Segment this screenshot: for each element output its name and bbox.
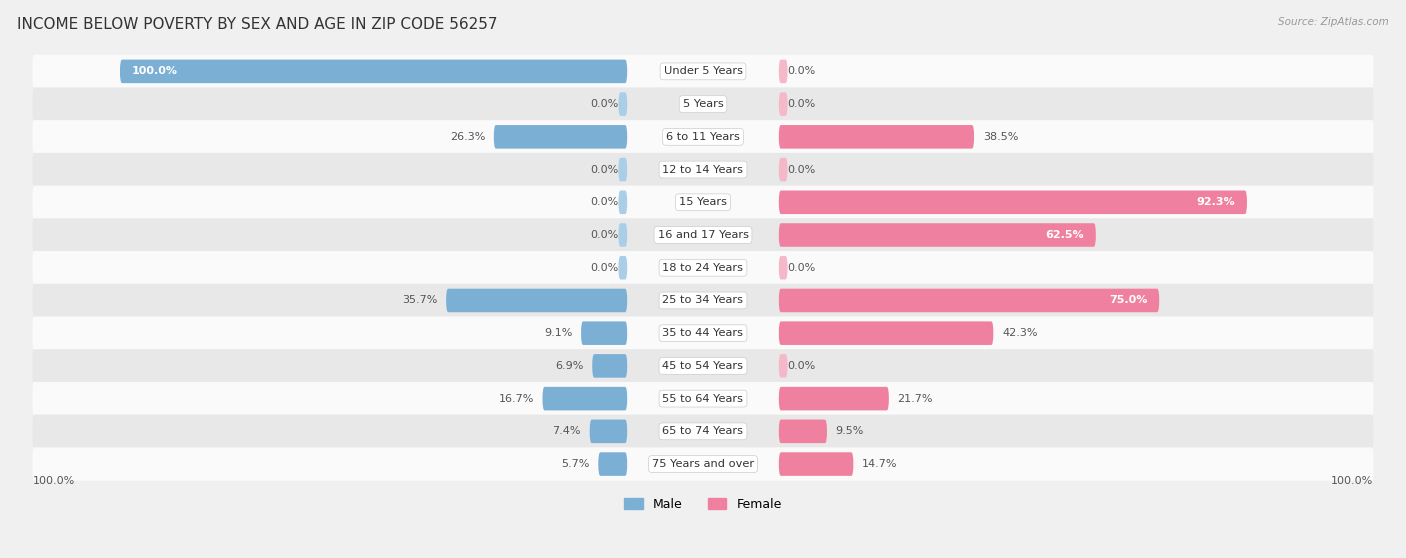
- FancyBboxPatch shape: [779, 256, 787, 280]
- Text: 14.7%: 14.7%: [862, 459, 897, 469]
- Text: 0.0%: 0.0%: [787, 66, 815, 76]
- FancyBboxPatch shape: [619, 256, 627, 280]
- Text: 15 Years: 15 Years: [679, 198, 727, 207]
- FancyBboxPatch shape: [779, 92, 787, 116]
- Text: 100.0%: 100.0%: [32, 477, 75, 487]
- Text: 16.7%: 16.7%: [498, 393, 534, 403]
- FancyBboxPatch shape: [619, 92, 627, 116]
- Text: 62.5%: 62.5%: [1046, 230, 1084, 240]
- Text: 0.0%: 0.0%: [591, 198, 619, 207]
- Text: 7.4%: 7.4%: [553, 426, 581, 436]
- FancyBboxPatch shape: [446, 288, 627, 312]
- FancyBboxPatch shape: [32, 153, 1374, 186]
- FancyBboxPatch shape: [589, 420, 627, 443]
- Text: 5.7%: 5.7%: [561, 459, 589, 469]
- Text: 0.0%: 0.0%: [591, 165, 619, 175]
- FancyBboxPatch shape: [32, 316, 1374, 350]
- FancyBboxPatch shape: [32, 382, 1374, 415]
- Text: Under 5 Years: Under 5 Years: [664, 66, 742, 76]
- Text: 55 to 64 Years: 55 to 64 Years: [662, 393, 744, 403]
- FancyBboxPatch shape: [779, 420, 827, 443]
- Text: 45 to 54 Years: 45 to 54 Years: [662, 361, 744, 371]
- Text: 100.0%: 100.0%: [132, 66, 177, 76]
- Text: INCOME BELOW POVERTY BY SEX AND AGE IN ZIP CODE 56257: INCOME BELOW POVERTY BY SEX AND AGE IN Z…: [17, 17, 498, 32]
- Text: 5 Years: 5 Years: [683, 99, 723, 109]
- Text: 75.0%: 75.0%: [1109, 295, 1147, 305]
- FancyBboxPatch shape: [619, 223, 627, 247]
- Text: 25 to 34 Years: 25 to 34 Years: [662, 295, 744, 305]
- Text: 0.0%: 0.0%: [591, 230, 619, 240]
- Text: 12 to 14 Years: 12 to 14 Years: [662, 165, 744, 175]
- Text: 65 to 74 Years: 65 to 74 Years: [662, 426, 744, 436]
- Text: 16 and 17 Years: 16 and 17 Years: [658, 230, 748, 240]
- Text: 6.9%: 6.9%: [555, 361, 583, 371]
- Text: 26.3%: 26.3%: [450, 132, 485, 142]
- FancyBboxPatch shape: [592, 354, 627, 378]
- Text: 9.5%: 9.5%: [835, 426, 865, 436]
- Text: 35 to 44 Years: 35 to 44 Years: [662, 328, 744, 338]
- FancyBboxPatch shape: [32, 349, 1374, 383]
- Text: 9.1%: 9.1%: [544, 328, 572, 338]
- Text: 75 Years and over: 75 Years and over: [652, 459, 754, 469]
- FancyBboxPatch shape: [32, 284, 1374, 317]
- Text: 6 to 11 Years: 6 to 11 Years: [666, 132, 740, 142]
- Text: 0.0%: 0.0%: [787, 99, 815, 109]
- Text: 42.3%: 42.3%: [1002, 328, 1038, 338]
- FancyBboxPatch shape: [779, 354, 787, 378]
- Text: 0.0%: 0.0%: [787, 165, 815, 175]
- Legend: Male, Female: Male, Female: [619, 493, 787, 516]
- FancyBboxPatch shape: [543, 387, 627, 410]
- FancyBboxPatch shape: [779, 125, 974, 148]
- FancyBboxPatch shape: [779, 453, 853, 476]
- Text: 18 to 24 Years: 18 to 24 Years: [662, 263, 744, 273]
- FancyBboxPatch shape: [32, 120, 1374, 153]
- FancyBboxPatch shape: [619, 190, 627, 214]
- FancyBboxPatch shape: [120, 60, 627, 83]
- FancyBboxPatch shape: [599, 453, 627, 476]
- Text: 0.0%: 0.0%: [787, 263, 815, 273]
- Text: 100.0%: 100.0%: [1331, 477, 1374, 487]
- FancyBboxPatch shape: [779, 60, 787, 83]
- FancyBboxPatch shape: [32, 55, 1374, 88]
- Text: 0.0%: 0.0%: [591, 99, 619, 109]
- FancyBboxPatch shape: [779, 387, 889, 410]
- Text: 92.3%: 92.3%: [1197, 198, 1236, 207]
- FancyBboxPatch shape: [779, 158, 787, 181]
- Text: Source: ZipAtlas.com: Source: ZipAtlas.com: [1278, 17, 1389, 27]
- Text: 35.7%: 35.7%: [402, 295, 437, 305]
- FancyBboxPatch shape: [581, 321, 627, 345]
- FancyBboxPatch shape: [779, 190, 1247, 214]
- FancyBboxPatch shape: [32, 251, 1374, 285]
- FancyBboxPatch shape: [619, 158, 627, 181]
- FancyBboxPatch shape: [32, 186, 1374, 219]
- FancyBboxPatch shape: [32, 88, 1374, 121]
- FancyBboxPatch shape: [32, 415, 1374, 448]
- Text: 21.7%: 21.7%: [897, 393, 934, 403]
- Text: 38.5%: 38.5%: [983, 132, 1018, 142]
- FancyBboxPatch shape: [779, 223, 1095, 247]
- FancyBboxPatch shape: [32, 448, 1374, 481]
- Text: 0.0%: 0.0%: [591, 263, 619, 273]
- Text: 0.0%: 0.0%: [787, 361, 815, 371]
- FancyBboxPatch shape: [494, 125, 627, 148]
- FancyBboxPatch shape: [779, 288, 1159, 312]
- FancyBboxPatch shape: [779, 321, 994, 345]
- FancyBboxPatch shape: [32, 218, 1374, 252]
